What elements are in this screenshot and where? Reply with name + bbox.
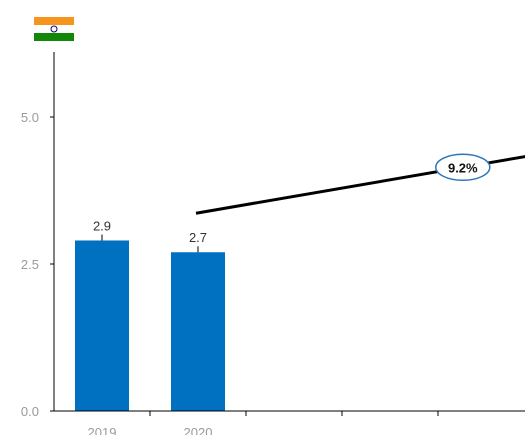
cagr-arrow-line: [195, 155, 525, 215]
cagr-ellipse: [435, 153, 491, 182]
cagr-annotation: 9.2%: [195, 153, 525, 215]
bars: 2.92.74.2: [75, 218, 225, 411]
y-tick-label: 0.0: [21, 404, 39, 419]
x-axis: 201920202025: [54, 410, 525, 435]
x-tick-label: 2020: [184, 425, 213, 435]
y-tick-label: 2.5: [21, 257, 39, 272]
cagr-label: 9.2%: [448, 160, 478, 175]
x-tick-label: 2019: [88, 425, 117, 435]
india-flag-icon: [34, 17, 74, 41]
y-axis: 0.0 2.5 5.0: [21, 52, 55, 419]
data-label-2020: 2.7: [189, 230, 207, 245]
bar-2020: [171, 252, 225, 411]
bar-2019: [75, 240, 129, 411]
y-tick-label: 5.0: [21, 110, 39, 125]
data-label-2019: 2.9: [93, 218, 111, 233]
